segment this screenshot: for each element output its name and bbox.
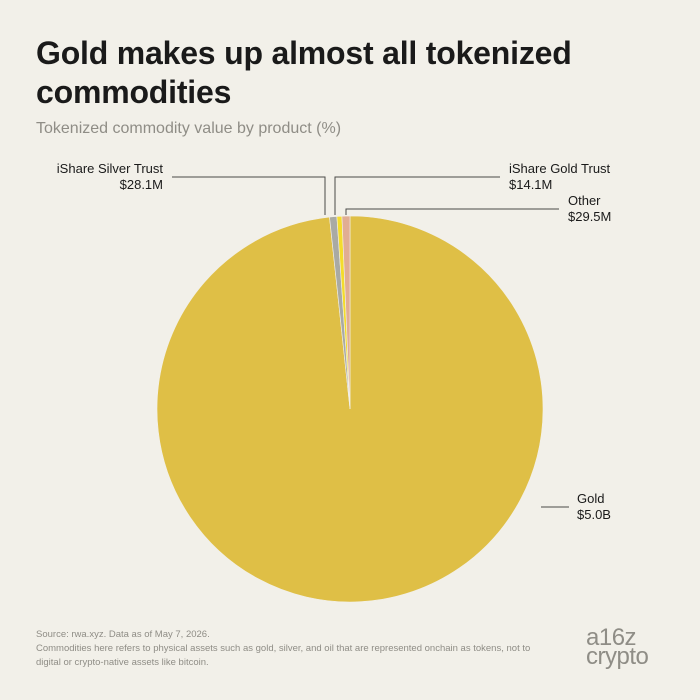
slice-value-gold: $5.0B <box>577 507 611 522</box>
footnote: Commodities here refers to physical asse… <box>36 643 531 668</box>
slice-value-ishare-silver-trust: $28.1M <box>120 177 163 192</box>
slice-value-other: $29.5M <box>568 209 611 224</box>
pie-slice-other <box>341 215 351 410</box>
source-note: Source: rwa.xyz. Data as of May 7, 2026. <box>36 629 210 640</box>
logo-line-1: a16z <box>586 624 637 651</box>
pie-labels: Gold$5.0B iShare Silver Trust$28.1M iShare… <box>57 161 612 522</box>
leader-line-ishare-gold-trust <box>334 176 500 215</box>
leader-line-ishare-silver-trust <box>172 176 326 215</box>
slice-label-ishare-gold-trust: iShare Gold Trust <box>509 161 611 176</box>
leader-line-other <box>345 208 559 215</box>
slice-label-other: Other <box>568 193 601 208</box>
a16z-crypto-logo: a16z crypto <box>586 624 649 670</box>
pie-slices <box>156 215 544 603</box>
slice-label-gold: Gold <box>577 491 604 506</box>
chart-footer: Source: rwa.xyz. Data as of May 7, 2026.… <box>36 628 556 670</box>
slice-value-ishare-gold-trust: $14.1M <box>509 177 552 192</box>
chart-title: Gold makes up almost all tokenized commo… <box>36 35 572 110</box>
logo-line-2: crypto <box>586 643 649 670</box>
chart-subtitle: Tokenized commodity value by product (%) <box>36 120 342 137</box>
slice-label-ishare-silver-trust: iShare Silver Trust <box>57 161 164 176</box>
